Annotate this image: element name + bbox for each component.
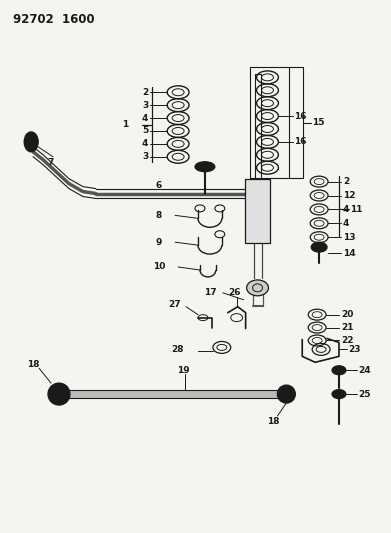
Text: 13: 13 <box>343 233 355 241</box>
Text: 25: 25 <box>358 390 370 399</box>
Text: 4: 4 <box>343 205 349 214</box>
Ellipse shape <box>48 383 70 405</box>
Text: 23: 23 <box>348 345 361 354</box>
Text: 2: 2 <box>142 88 148 97</box>
Bar <box>245 179 271 243</box>
Text: 10: 10 <box>153 262 165 271</box>
Text: 1: 1 <box>122 120 129 129</box>
Text: 11: 11 <box>350 205 362 214</box>
Text: 28: 28 <box>172 345 184 354</box>
Text: 16: 16 <box>294 138 307 147</box>
Text: 26: 26 <box>228 288 241 297</box>
Text: 18: 18 <box>267 417 280 426</box>
Ellipse shape <box>311 242 327 252</box>
Bar <box>66 390 284 398</box>
Text: 19: 19 <box>177 366 189 375</box>
Ellipse shape <box>332 390 346 399</box>
Ellipse shape <box>247 280 269 296</box>
Text: 2: 2 <box>343 177 349 186</box>
Text: 12: 12 <box>343 191 355 200</box>
Text: 92702  1600: 92702 1600 <box>13 13 95 26</box>
Text: 3: 3 <box>142 152 148 161</box>
Text: 20: 20 <box>341 310 353 319</box>
Text: 4: 4 <box>142 139 148 148</box>
Ellipse shape <box>195 161 215 172</box>
Text: 6: 6 <box>156 181 162 190</box>
Text: 9: 9 <box>156 238 162 247</box>
Text: 14: 14 <box>343 248 355 257</box>
Ellipse shape <box>332 366 346 375</box>
Text: 15: 15 <box>312 118 325 127</box>
Text: 4: 4 <box>142 114 148 123</box>
Text: 5: 5 <box>142 126 148 135</box>
Text: 3: 3 <box>142 101 148 110</box>
Text: 16: 16 <box>294 111 307 120</box>
Text: 17: 17 <box>204 288 216 297</box>
Ellipse shape <box>24 132 38 152</box>
Text: 7: 7 <box>48 158 54 167</box>
Ellipse shape <box>277 385 295 403</box>
Text: 24: 24 <box>358 366 370 375</box>
Text: 18: 18 <box>27 360 39 369</box>
Text: 4: 4 <box>343 219 349 228</box>
Text: 27: 27 <box>168 300 181 309</box>
Text: 8: 8 <box>156 211 162 220</box>
Text: 22: 22 <box>341 336 353 345</box>
Text: 21: 21 <box>341 323 353 332</box>
